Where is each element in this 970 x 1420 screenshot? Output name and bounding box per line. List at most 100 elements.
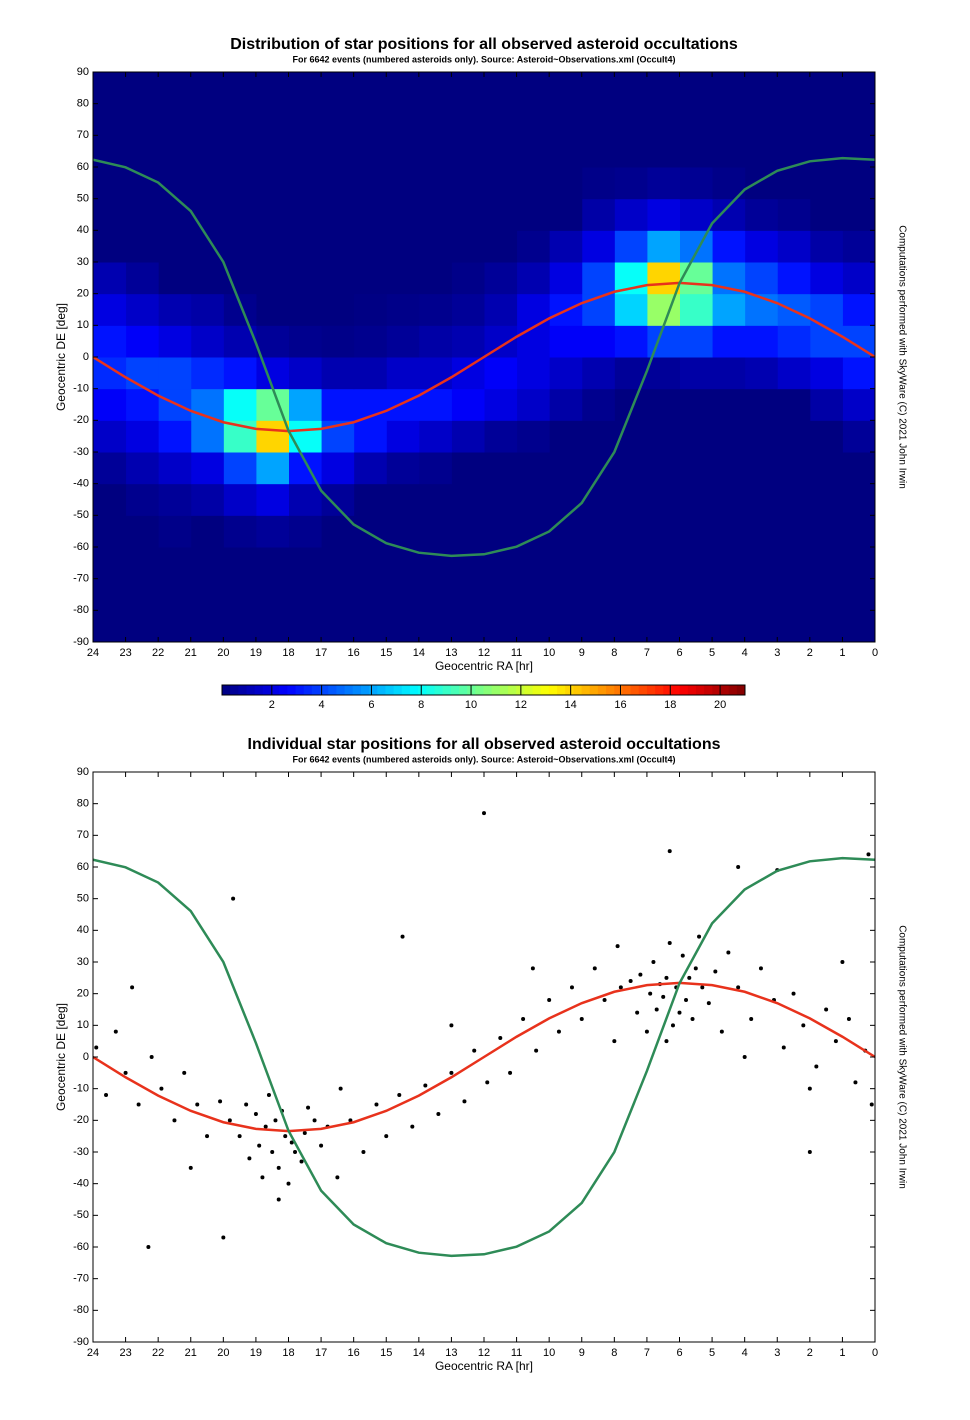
heat-cell xyxy=(679,293,713,326)
heat-cell xyxy=(418,357,452,390)
y-axis-label: Geocentric DE [deg] xyxy=(54,303,68,411)
heat-cell xyxy=(451,547,485,580)
scatter-point xyxy=(667,849,672,854)
scatter-point xyxy=(449,1023,454,1028)
heat-cell xyxy=(777,262,811,295)
scatter-point xyxy=(244,1102,249,1107)
heat-cell xyxy=(288,72,322,105)
scatter-point xyxy=(335,1175,340,1180)
heat-cell xyxy=(581,420,615,453)
x-tick-label: 24 xyxy=(87,647,99,659)
colorbar-swatch xyxy=(679,685,689,695)
heat-cell xyxy=(158,325,192,358)
curve xyxy=(93,981,875,1133)
heat-cell xyxy=(581,388,615,421)
heat-cell xyxy=(125,420,159,453)
heat-cell xyxy=(288,547,322,580)
heat-cell xyxy=(353,420,387,453)
colorbar-swatch xyxy=(671,685,681,695)
x-tick-label: 9 xyxy=(579,647,585,659)
heat-cell xyxy=(679,198,713,231)
heat-cell xyxy=(255,610,289,642)
colorbar-swatch xyxy=(287,685,297,695)
colorbar-tick-label: 16 xyxy=(614,699,626,711)
y-tick-label: -80 xyxy=(73,604,89,616)
scatter-point xyxy=(397,1093,402,1097)
heat-cell xyxy=(321,135,355,168)
heat-cell xyxy=(614,230,648,263)
colorbar-swatch xyxy=(385,685,395,695)
colorbar-tick-label: 20 xyxy=(714,699,726,711)
colorbar-swatch xyxy=(442,685,452,695)
x-tick-label: 6 xyxy=(676,1347,682,1359)
heat-cell xyxy=(158,515,192,548)
scatter-point xyxy=(123,1070,128,1075)
heat-cell xyxy=(93,325,127,358)
heat-cell xyxy=(484,578,518,611)
heat-cell xyxy=(842,135,875,168)
x-tick-label: 2 xyxy=(807,1347,813,1359)
heat-cell xyxy=(125,452,159,485)
scatter-point xyxy=(693,966,698,971)
heat-cell xyxy=(679,547,713,580)
heat-cell xyxy=(451,293,485,326)
heat-cell xyxy=(549,420,583,453)
heat-cell xyxy=(418,293,452,326)
scatter-point xyxy=(651,960,656,964)
y-tick-label: 30 xyxy=(77,256,89,268)
scatter-point xyxy=(807,1150,812,1154)
heat-cell xyxy=(451,610,485,642)
scatter-point xyxy=(719,1029,724,1034)
heat-cell xyxy=(451,515,485,548)
heat-cell xyxy=(744,103,778,136)
colorbar-swatch xyxy=(606,685,615,695)
heat-cell xyxy=(386,515,420,548)
heat-cell xyxy=(93,103,127,136)
colorbar-tick-label: 2 xyxy=(269,699,275,711)
heat-cell xyxy=(353,262,387,295)
y-tick-label: 10 xyxy=(77,1019,89,1031)
scatter-point xyxy=(136,1102,141,1107)
scatter-point xyxy=(661,994,666,999)
heat-cell xyxy=(549,167,583,200)
heat-cell xyxy=(288,578,322,611)
colorbar-swatch xyxy=(663,685,672,695)
scatter-point xyxy=(293,1150,298,1154)
heat-cell xyxy=(223,135,257,168)
scatter-point xyxy=(276,1197,281,1202)
scatter-point xyxy=(654,1007,659,1012)
heat-cell xyxy=(614,578,648,611)
colorbar-swatch xyxy=(499,685,509,695)
x-tick-label: 13 xyxy=(445,647,457,659)
colorbar-swatch xyxy=(475,685,484,695)
heat-cell xyxy=(353,293,387,326)
colorbar-tick-label: 10 xyxy=(465,699,477,711)
heat-cell xyxy=(549,103,583,136)
heat-cell xyxy=(744,262,778,295)
heat-cell xyxy=(158,420,192,453)
heat-cell xyxy=(777,103,811,136)
heat-cell xyxy=(321,103,355,136)
heat-cell xyxy=(418,420,452,453)
heat-cell xyxy=(679,230,713,263)
heat-cell xyxy=(321,483,355,516)
heat-cell xyxy=(744,167,778,200)
heat-cell xyxy=(614,325,648,358)
x-tick-label: 24 xyxy=(87,1347,99,1359)
heat-cell xyxy=(288,325,322,358)
scatter-point xyxy=(221,1235,226,1240)
x-tick-label: 17 xyxy=(315,647,327,659)
y-tick-label: -90 xyxy=(73,636,89,648)
heat-cell xyxy=(809,262,843,295)
x-tick-label: 19 xyxy=(250,1347,262,1359)
heat-cell xyxy=(484,135,518,168)
heat-cell xyxy=(484,420,518,453)
scatter-point xyxy=(306,1105,311,1110)
heat-cell xyxy=(353,515,387,548)
scatter-point xyxy=(758,966,763,971)
heat-cell xyxy=(744,325,778,358)
x-tick-label: 23 xyxy=(119,647,131,659)
colorbar-swatch xyxy=(303,685,313,695)
heat-cell xyxy=(353,357,387,390)
y-tick-label: 0 xyxy=(83,351,89,363)
